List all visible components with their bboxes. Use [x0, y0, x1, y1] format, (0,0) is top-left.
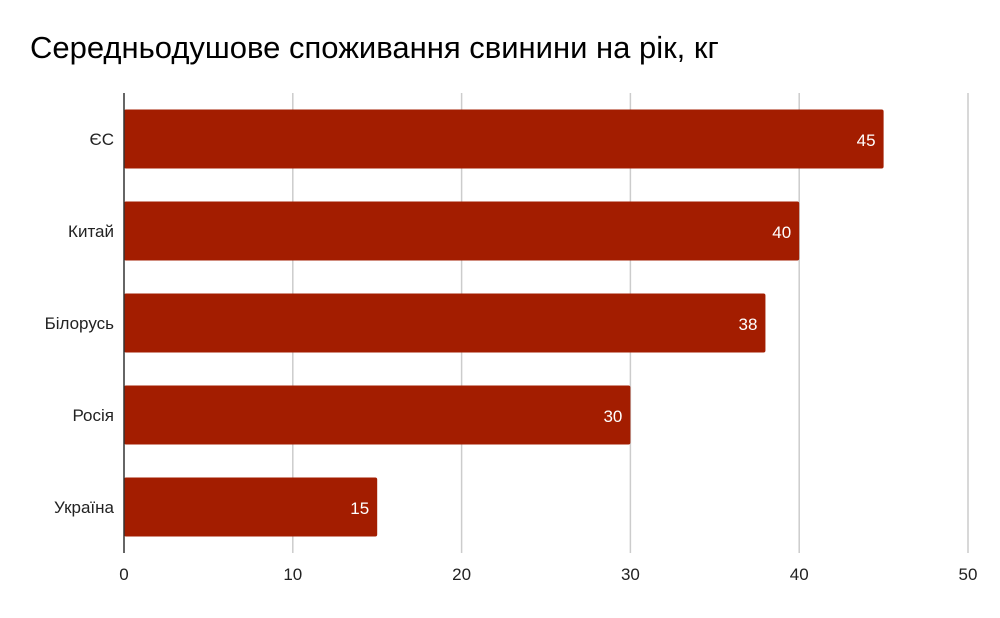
x-tick-label: 0	[119, 565, 128, 584]
x-tick-label: 20	[452, 565, 471, 584]
x-tick-label: 30	[621, 565, 640, 584]
bar	[124, 109, 884, 169]
bar-data-label: 40	[772, 223, 791, 242]
labels: 0 10 20 30 40 50 ЄС 45 Китай 40 Білорусь 38 Росія 30 У…	[45, 130, 978, 584]
bar	[124, 293, 766, 353]
bar-data-label: 45	[857, 131, 876, 150]
bar	[124, 385, 631, 445]
y-category-label: Білорусь	[45, 314, 115, 333]
x-tick-label: 10	[283, 565, 302, 584]
y-category-label: Україна	[54, 498, 114, 517]
x-tick-label: 40	[790, 565, 809, 584]
bar-data-label: 38	[739, 315, 758, 334]
y-category-label: Китай	[68, 222, 114, 241]
chart-title: Середньодушове споживання свинини на рік…	[30, 30, 719, 65]
x-tick-label: 50	[959, 565, 978, 584]
y-category-label: Росія	[72, 406, 114, 425]
bar-data-label: 15	[350, 499, 369, 518]
bars	[124, 109, 884, 537]
bar-data-label: 30	[603, 407, 622, 426]
y-category-label: ЄС	[90, 130, 115, 149]
bar	[124, 477, 378, 537]
bar	[124, 201, 800, 261]
